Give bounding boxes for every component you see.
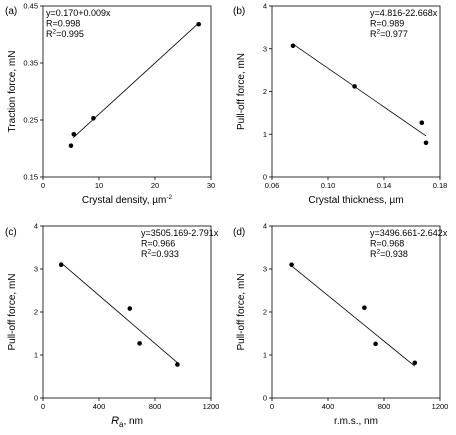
x-tick-label: 20 <box>151 181 159 190</box>
y-tick-label: 0 <box>34 394 38 403</box>
regression-line <box>292 43 427 137</box>
y-tick-label: 0.25 <box>23 116 38 125</box>
panel-label: (d) <box>233 227 245 238</box>
data-point <box>290 43 296 49</box>
data-point <box>137 341 142 346</box>
annotation-line: R2=0.933 <box>141 249 179 260</box>
y-tick-label: 1 <box>34 351 38 360</box>
plot-frame <box>42 225 212 399</box>
y-tick-label: 0.45 <box>23 2 38 11</box>
x-tick-label: 0.18 <box>433 181 448 190</box>
x-tick-label: 30 <box>207 181 215 190</box>
data-point <box>196 21 201 27</box>
regression-line <box>60 262 178 364</box>
annotation-line: y=3496.661-2.642x <box>370 228 448 238</box>
x-tick-label: 0 <box>41 402 45 411</box>
y-tick-label: 1 <box>263 351 267 360</box>
plot-frame <box>271 225 441 399</box>
x-tick-label: 1200 <box>203 402 220 411</box>
data-point <box>289 262 294 268</box>
data-point <box>68 143 74 148</box>
y-tick-label: 2 <box>263 87 267 96</box>
chart-panel-1: (a) 0 10 20 30 0.15 0.25 0.35 0.45 Crystal densit… <box>5 2 215 206</box>
annotation-line: R=0.966 <box>141 239 175 249</box>
plot-frame <box>271 5 441 178</box>
x-tick-label: 0 <box>270 402 274 411</box>
annotation-line: R=0.968 <box>370 239 404 249</box>
y-tick-label: 4 <box>34 222 38 231</box>
annotation-line: R2=0.938 <box>370 249 408 260</box>
y-tick-label: 0.35 <box>23 59 38 68</box>
x-tick-label: 0.10 <box>321 181 336 190</box>
annotation-line: y=4.816-22.668x <box>370 8 438 18</box>
y-tick-label: 2 <box>34 308 38 317</box>
y-tick-label: 4 <box>263 222 267 231</box>
y-axis-label: Traction force, mN <box>7 51 18 133</box>
y-tick-label: 3 <box>263 44 267 53</box>
x-tick-label: 400 <box>322 402 335 411</box>
data-point <box>175 362 180 367</box>
x-tick-label: 800 <box>378 402 391 411</box>
x-axis-label: Ra, nm <box>111 415 143 429</box>
x-tick-label: 0.14 <box>377 181 392 190</box>
chart-panel-4: (d) 0 400 800 1200 0 1 2 3 4 r.m.s., nm Pull-off fo… <box>233 222 448 427</box>
y-tick-label: 1 <box>263 130 267 139</box>
y-tick-label: 0.15 <box>23 173 38 182</box>
panel-label: (a) <box>5 6 17 17</box>
panel-label: (c) <box>5 227 17 238</box>
y-axis-label: Pull-off force, mN <box>236 53 247 130</box>
y-tick-label: 3 <box>34 265 38 274</box>
x-tick-label: 400 <box>93 402 106 411</box>
annotation-line: R2=0.995 <box>46 29 84 40</box>
annotation-line: y=0.170+0.009x <box>46 8 111 18</box>
x-tick-label: 1200 <box>432 402 449 411</box>
y-tick-label: 3 <box>263 265 267 274</box>
y-axis-label: Pull-off force, mN <box>7 273 18 350</box>
x-tick-label: 800 <box>149 402 162 411</box>
x-tick-label: 0 <box>41 181 45 190</box>
annotation-line: R=0.998 <box>46 19 80 29</box>
panel-label: (b) <box>233 6 245 17</box>
chart-panel-2: (b) 0.06 0.10 0.14 0.18 0 1 2 3 4 Crystal thicknes… <box>233 2 447 206</box>
x-axis-label: Crystal thickness, µm <box>308 195 403 206</box>
data-point <box>58 262 64 268</box>
x-tick-label: 10 <box>95 181 103 190</box>
annotation-line: R2=0.977 <box>370 29 408 40</box>
data-point <box>412 360 418 366</box>
regression-line <box>72 22 199 138</box>
data-point <box>352 84 357 89</box>
data-point <box>71 131 77 137</box>
regression-line <box>291 265 416 367</box>
data-point <box>373 341 378 347</box>
y-tick-label: 2 <box>263 308 267 317</box>
x-axis-label: Crystal density, µm-2 <box>82 194 173 206</box>
data-point <box>419 120 425 126</box>
data-point <box>91 115 96 121</box>
chart-panel-3: (c) 0 400 800 1200 0 1 2 3 4 Ra, nm Pull-off force,… <box>5 222 219 429</box>
x-axis-label: r.m.s., nm <box>334 416 378 427</box>
y-tick-label: 4 <box>263 2 267 11</box>
y-tick-label: 0 <box>263 173 267 182</box>
y-axis-label: Pull-off force, mN <box>236 273 247 350</box>
data-point <box>423 140 429 146</box>
plot-frame <box>42 5 212 178</box>
annotation-line: y=3505.169-2.791x <box>141 228 219 238</box>
data-point <box>362 305 367 311</box>
y-tick-label: 0 <box>263 394 267 403</box>
x-tick-label: 0.06 <box>265 181 280 190</box>
data-point <box>127 306 133 311</box>
annotation-line: R=0.989 <box>370 19 404 29</box>
